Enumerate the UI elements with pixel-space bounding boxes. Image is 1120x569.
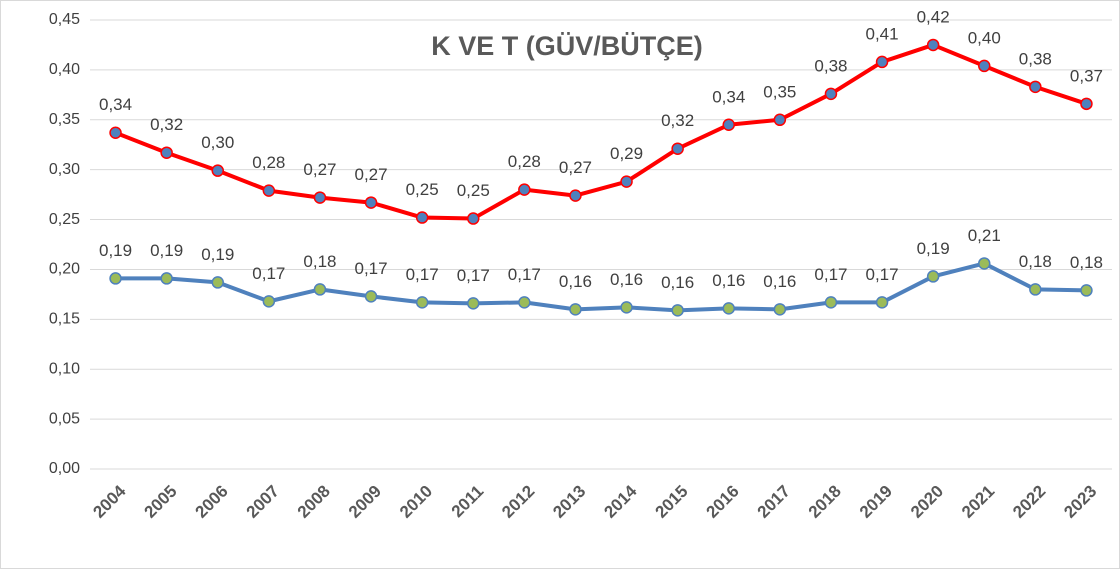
data-label: 0,19 [99,241,132,260]
series-line [115,261,1087,313]
data-label: 0,28 [508,152,541,171]
data-label: 0,17 [252,264,285,283]
data-label: 0,18 [1019,252,1052,271]
data-point [467,297,480,310]
data-point [620,301,633,314]
data-point [773,303,787,316]
data-label: 0,35 [763,82,796,101]
data-point [109,272,122,285]
data-point [1029,283,1042,296]
data-point [1080,97,1093,111]
chart-title: K VE T (GÜV/BÜTÇE) [431,31,703,61]
data-point [978,257,991,270]
data-point [824,87,838,101]
y-tick-label: 0,25 [49,211,80,228]
data-point [467,212,480,225]
data-point [671,142,684,155]
data-label: 0,18 [1070,253,1103,272]
data-point [824,296,838,309]
data-label: 0,19 [150,241,183,260]
data-label: 0,38 [814,56,847,75]
y-tick-label: 0,45 [49,11,80,28]
data-label: 0,27 [355,165,388,184]
data-label: 0,19 [917,239,950,258]
data-point [109,126,122,139]
data-point [875,296,889,309]
data-label: 0,42 [917,7,950,26]
data-label: 0,27 [559,158,592,177]
data-label: 0,21 [968,226,1001,245]
data-point [569,303,582,316]
data-label: 0,25 [457,181,490,200]
data-point [262,295,276,308]
data-point [160,272,173,285]
y-tick-label: 0,10 [49,360,80,377]
data-point [415,296,429,309]
data-point [211,276,224,289]
series-line [114,42,1088,221]
data-label: 0,32 [661,111,694,130]
data-label: 0,17 [406,265,439,284]
data-label: 0,38 [1019,49,1052,68]
data-label: 0,17 [457,266,490,285]
data-point [875,55,889,69]
data-point [722,118,735,132]
data-label: 0,16 [610,270,643,289]
data-label: 0,25 [406,180,439,199]
data-point [773,113,787,127]
data-label: 0,16 [559,272,592,291]
data-label: 0,28 [252,153,285,172]
y-tick-label: 0,20 [49,261,80,278]
data-label: 0,19 [201,245,234,264]
data-point [620,175,633,188]
data-label: 0,17 [866,265,899,284]
data-point [671,304,684,317]
data-point [313,283,327,296]
data-label: 0,16 [712,271,745,290]
data-point [415,211,429,224]
y-tick-label: 0,35 [49,111,80,128]
data-point [926,38,940,52]
data-label: 0,40 [968,28,1001,47]
data-point [364,196,378,209]
y-tick-label: 0,05 [49,410,80,427]
data-label: 0,29 [610,144,643,163]
y-tick-label: 0,15 [49,311,80,328]
data-point [1029,80,1042,94]
data-label: 0,18 [303,252,336,271]
y-tick-label: 0,00 [49,460,80,477]
data-point [722,302,735,315]
data-label: 0,27 [303,160,336,179]
data-point [160,146,173,159]
data-label: 0,17 [508,265,541,284]
data-label: 0,16 [763,272,796,291]
data-label: 0,17 [355,259,388,278]
data-point [518,183,531,196]
data-point [313,191,327,204]
data-label: 0,34 [712,87,745,106]
data-label: 0,34 [99,95,132,114]
data-point [978,59,991,73]
data-label: 0,37 [1070,66,1103,85]
data-label: 0,16 [661,273,694,292]
data-point [1080,284,1093,297]
data-point [518,296,531,309]
y-tick-label: 0,40 [49,61,80,78]
data-point [926,270,940,283]
data-label: 0,32 [150,115,183,134]
data-point [364,290,378,303]
data-label: 0,30 [201,133,234,152]
data-point [569,189,582,202]
data-point [262,184,276,197]
y-tick-label: 0,30 [49,161,80,178]
data-point [211,164,224,177]
data-label: 0,17 [814,265,847,284]
data-label: 0,41 [866,24,899,43]
